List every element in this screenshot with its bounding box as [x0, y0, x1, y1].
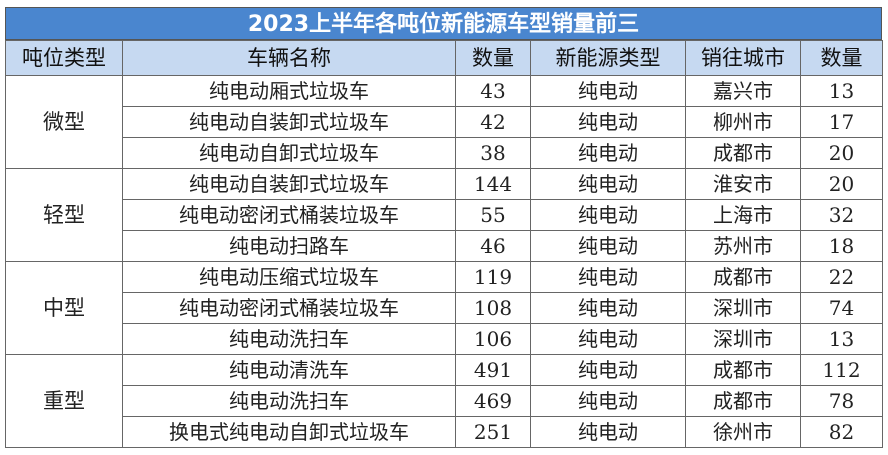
quantity-cell: 251: [455, 416, 531, 448]
quantity-cell: 38: [455, 137, 531, 169]
city-quantity-cell: 82: [800, 416, 883, 448]
table-row: 纯电动密闭式桶装垃圾车 108 纯电动 深圳市 74: [6, 292, 883, 324]
city-cell: 成都市: [685, 261, 801, 293]
table-row: 轻型 纯电动自装卸式垃圾车 144 纯电动 淮安市 20: [5, 168, 883, 262]
table-row: 重型 纯电动清洗车 491 纯电动 成都市 112: [5, 354, 883, 448]
vehicle-name-cell: 纯电动洗扫车: [122, 385, 456, 417]
city-cell: 深圳市: [685, 323, 801, 355]
energy-type-cell: 纯电动: [530, 323, 686, 355]
city-cell: 嘉兴市: [685, 75, 801, 107]
vehicle-name-cell: 纯电动自装卸式垃圾车: [122, 168, 456, 200]
quantity-cell: 46: [455, 230, 531, 262]
city-cell: 上海市: [685, 199, 801, 231]
quantity-cell: 144: [455, 168, 531, 200]
tonnage-type-cell: 微型: [5, 75, 123, 169]
city-cell: 徐州市: [685, 416, 801, 448]
table-row: 换电式纯电动自卸式垃圾车 251 纯电动 徐州市 82: [6, 416, 883, 448]
city-quantity-cell: 22: [800, 261, 883, 293]
energy-type-cell: 纯电动: [530, 354, 686, 386]
quantity-cell: 491: [455, 354, 531, 386]
city-quantity-cell: 18: [800, 230, 883, 262]
energy-type-cell: 纯电动: [530, 168, 686, 200]
table-row: 纯电动洗扫车 106 纯电动 深圳市 13: [6, 323, 883, 355]
energy-type-cell: 纯电动: [530, 261, 686, 293]
city-quantity-cell: 112: [800, 354, 883, 386]
city-cell: 成都市: [685, 137, 801, 169]
table-row: 中型 纯电动压缩式垃圾车 119 纯电动 成都市 22: [5, 261, 883, 355]
tonnage-type-cell: 重型: [5, 354, 123, 448]
vehicle-name-cell: 纯电动密闭式桶装垃圾车: [122, 199, 456, 231]
city-quantity-cell: 20: [800, 137, 883, 169]
table-title: 2023上半年各吨位新能源车型销量前三: [5, 7, 882, 40]
city-cell: 成都市: [685, 385, 801, 417]
vehicle-name-cell: 纯电动自卸式垃圾车: [122, 137, 456, 169]
city-cell: 深圳市: [685, 292, 801, 324]
tonnage-type-cell: 中型: [5, 261, 123, 355]
energy-type-cell: 纯电动: [530, 137, 686, 169]
city-quantity-cell: 17: [800, 106, 883, 138]
vehicle-name-cell: 纯电动密闭式桶装垃圾车: [122, 292, 456, 324]
table-row: 纯电动洗扫车 469 纯电动 成都市 78: [6, 385, 883, 417]
table-row: 微型 纯电动厢式垃圾车 43 纯电动 嘉兴市 13: [5, 75, 883, 169]
quantity-cell: 42: [455, 106, 531, 138]
sales-table: 吨位类型 车辆名称 数量 新能源类型 销往城市 数量 微型 纯电动厢式垃圾车 43 纯电动 嘉兴市…: [5, 40, 883, 448]
city-quantity-cell: 13: [800, 323, 883, 355]
energy-type-cell: 纯电动: [530, 230, 686, 262]
column-header: 吨位类型: [5, 40, 123, 76]
city-quantity-cell: 78: [800, 385, 883, 417]
quantity-cell: 43: [455, 75, 531, 107]
vehicle-name-cell: 纯电动自装卸式垃圾车: [122, 106, 456, 138]
city-cell: 淮安市: [685, 168, 801, 200]
vehicle-name-cell: 纯电动洗扫车: [122, 323, 456, 355]
city-quantity-cell: 20: [800, 168, 883, 200]
header-row: 吨位类型 车辆名称 数量 新能源类型 销往城市 数量: [5, 40, 883, 76]
table-row: 纯电动自卸式垃圾车 38 纯电动 成都市 20: [6, 137, 883, 169]
quantity-cell: 108: [455, 292, 531, 324]
column-header: 销往城市: [685, 40, 801, 76]
table-row: 纯电动扫路车 46 纯电动 苏州市 18: [6, 230, 883, 262]
energy-type-cell: 纯电动: [530, 106, 686, 138]
quantity-cell: 119: [455, 261, 531, 293]
city-cell: 苏州市: [685, 230, 801, 262]
energy-type-cell: 纯电动: [530, 75, 686, 107]
column-header: 数量: [800, 40, 883, 76]
column-header: 车辆名称: [122, 40, 456, 76]
city-cell: 柳州市: [685, 106, 801, 138]
column-header: 新能源类型: [530, 40, 686, 76]
vehicle-name-cell: 纯电动压缩式垃圾车: [122, 261, 456, 293]
vehicle-name-cell: 换电式纯电动自卸式垃圾车: [122, 416, 456, 448]
vehicle-name-cell: 纯电动清洗车: [122, 354, 456, 386]
sales-table-container: 2023上半年各吨位新能源车型销量前三 吨位类型 车辆名称 数量 新能源类型 销往城市数…: [5, 7, 883, 448]
energy-type-cell: 纯电动: [530, 199, 686, 231]
city-cell: 成都市: [685, 354, 801, 386]
table-row: 纯电动自装卸式垃圾车 42 纯电动 柳州市 17: [6, 106, 883, 138]
energy-type-cell: 纯电动: [530, 416, 686, 448]
city-quantity-cell: 13: [800, 75, 883, 107]
tonnage-type-cell: 轻型: [5, 168, 123, 262]
vehicle-name-cell: 纯电动厢式垃圾车: [122, 75, 456, 107]
quantity-cell: 55: [455, 199, 531, 231]
column-header: 数量: [455, 40, 531, 76]
table-row: 纯电动密闭式桶装垃圾车 55 纯电动 上海市 32: [6, 199, 883, 231]
energy-type-cell: 纯电动: [530, 292, 686, 324]
city-quantity-cell: 74: [800, 292, 883, 324]
quantity-cell: 106: [455, 323, 531, 355]
city-quantity-cell: 32: [800, 199, 883, 231]
quantity-cell: 469: [455, 385, 531, 417]
energy-type-cell: 纯电动: [530, 385, 686, 417]
vehicle-name-cell: 纯电动扫路车: [122, 230, 456, 262]
